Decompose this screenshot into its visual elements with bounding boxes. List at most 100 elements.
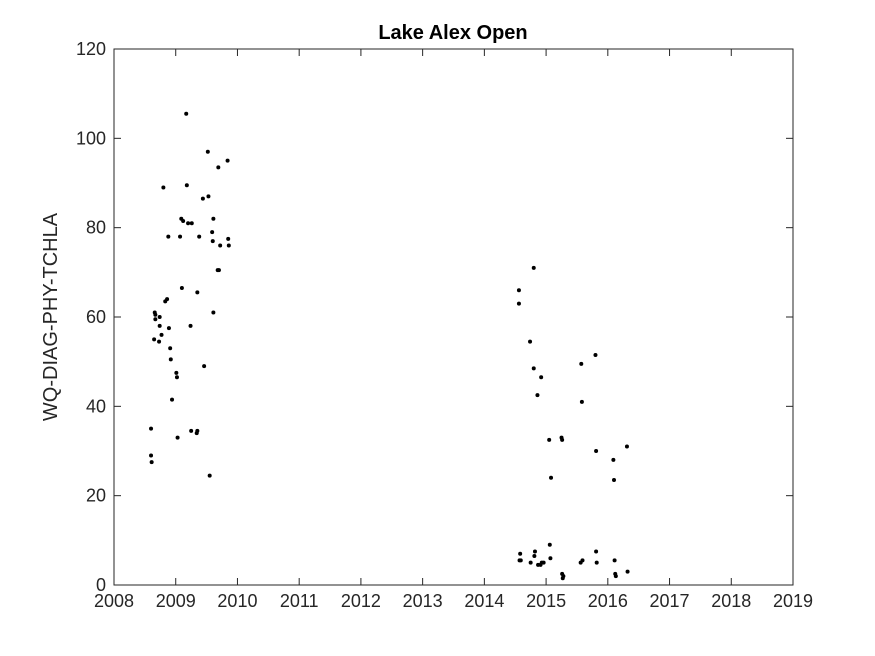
data-point xyxy=(184,183,189,188)
x-tick-label: 2008 xyxy=(94,591,134,611)
data-point xyxy=(186,221,191,226)
data-point xyxy=(560,437,565,442)
data-point xyxy=(178,234,183,239)
data-point xyxy=(625,569,630,574)
data-point xyxy=(594,560,599,565)
data-point xyxy=(593,352,598,357)
x-tick-label: 2013 xyxy=(403,591,443,611)
data-point xyxy=(197,234,202,239)
chart-title: Lake Alex Open xyxy=(378,22,527,44)
data-point xyxy=(541,560,546,565)
data-point xyxy=(206,194,211,199)
data-point xyxy=(179,285,184,290)
x-tick-label: 2014 xyxy=(464,591,504,611)
data-point xyxy=(547,437,552,442)
data-point xyxy=(612,558,617,563)
x-tick-label: 2010 xyxy=(217,591,257,611)
data-point xyxy=(170,397,175,402)
data-point xyxy=(149,426,154,431)
data-point xyxy=(168,357,173,362)
data-point xyxy=(195,428,200,433)
data-point xyxy=(532,549,537,554)
data-point xyxy=(561,574,566,579)
data-point xyxy=(216,165,221,170)
x-tick-label: 2019 xyxy=(773,591,813,611)
data-point xyxy=(184,111,189,116)
data-point xyxy=(211,310,216,315)
x-tick-label: 2017 xyxy=(650,591,690,611)
data-point xyxy=(226,236,231,241)
data-point xyxy=(165,297,170,302)
data-point xyxy=(174,375,179,380)
data-point xyxy=(594,449,599,453)
x-tick-label: 2016 xyxy=(588,591,628,611)
data-point xyxy=(211,216,216,221)
y-tick-label: 60 xyxy=(86,307,106,327)
data-point xyxy=(200,196,205,201)
data-point xyxy=(594,549,599,554)
x-tick-label: 2015 xyxy=(526,591,566,611)
data-point xyxy=(580,558,585,563)
data-point xyxy=(528,339,533,344)
data-point xyxy=(207,473,212,478)
data-point xyxy=(579,361,584,366)
data-point xyxy=(518,551,523,556)
x-tick-label: 2009 xyxy=(156,591,196,611)
data-point xyxy=(189,221,194,226)
y-tick-label: 0 xyxy=(96,575,106,595)
data-point xyxy=(153,317,158,322)
data-point xyxy=(152,337,157,342)
y-tick-label: 80 xyxy=(86,218,106,238)
data-point xyxy=(157,323,162,328)
data-point xyxy=(210,239,215,244)
y-tick-label: 20 xyxy=(86,486,106,506)
data-point xyxy=(579,399,584,404)
data-point xyxy=(535,393,540,398)
data-point xyxy=(166,326,171,331)
data-point xyxy=(157,315,162,319)
data-point xyxy=(531,366,536,371)
axis-ticks: 2008 2009 2010 2011 2012 2013 2014 2015 2016 2017… xyxy=(76,39,813,611)
x-tick-label: 2012 xyxy=(341,591,381,611)
data-point xyxy=(205,149,210,154)
data-points xyxy=(149,111,630,581)
data-point xyxy=(611,457,616,462)
x-tick-label: 2018 xyxy=(711,591,751,611)
data-point xyxy=(210,230,215,235)
data-point xyxy=(218,243,223,248)
data-point xyxy=(149,453,154,458)
data-point xyxy=(195,290,200,295)
data-point xyxy=(174,370,179,375)
data-point xyxy=(166,234,171,239)
y-axis-label: WQ-DIAG-PHY-TCHLA xyxy=(40,212,62,421)
data-point xyxy=(175,435,180,440)
data-point xyxy=(548,556,553,561)
data-point xyxy=(539,375,544,380)
plot-frame xyxy=(113,48,794,586)
data-point xyxy=(188,323,193,328)
data-point xyxy=(157,339,162,344)
data-point xyxy=(159,332,164,337)
x-tick-label: 2011 xyxy=(280,591,319,611)
data-point xyxy=(613,574,618,579)
plot-area xyxy=(114,49,793,585)
y-tick-label: 100 xyxy=(76,128,106,148)
data-point xyxy=(547,542,552,547)
data-point xyxy=(516,288,521,293)
data-point xyxy=(532,553,537,558)
data-point xyxy=(168,346,173,351)
y-tick-label: 40 xyxy=(86,396,106,416)
data-point xyxy=(149,460,154,465)
data-point xyxy=(202,364,207,369)
data-point xyxy=(181,218,186,223)
data-point xyxy=(528,560,533,565)
y-tick-label: 120 xyxy=(76,39,106,59)
data-point xyxy=(624,444,629,449)
data-point xyxy=(153,312,158,317)
data-point xyxy=(161,185,166,190)
data-point xyxy=(225,158,230,163)
data-point xyxy=(226,243,231,248)
data-point xyxy=(549,475,554,480)
data-point xyxy=(611,478,616,483)
